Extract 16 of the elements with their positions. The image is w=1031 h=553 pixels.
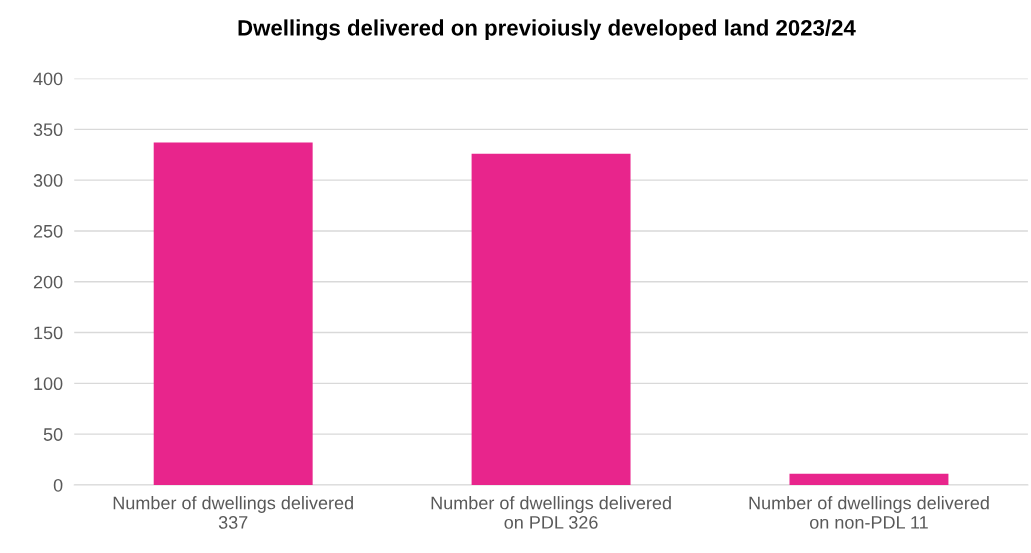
y-tick-label: 100 [34, 377, 63, 391]
x-tick-label: Number of dwellings delivered on non-PDL 11 [749, 496, 989, 529]
x-tick-label: Number of dwellings delivered on PDL 326 [431, 496, 671, 529]
y-tick-label: 400 [33, 72, 63, 86]
bar [471, 153, 631, 485]
y-tick-label: 200 [33, 275, 63, 289]
bar [153, 142, 313, 485]
x-tick-label: Number of dwellings delivered 337 [113, 496, 353, 529]
y-tick-label: 0 [53, 478, 63, 492]
y-tick-label: 350 [33, 123, 63, 137]
chart-title: Dwellings delivered on previoiusly developed land 2023/24 [238, 19, 856, 41]
y-tick-label: 300 [33, 174, 63, 187]
bar [789, 473, 949, 485]
y-tick-label: 50 [43, 428, 63, 441]
y-tick-label: 250 [33, 224, 63, 238]
y-tick-label: 150 [34, 326, 63, 340]
